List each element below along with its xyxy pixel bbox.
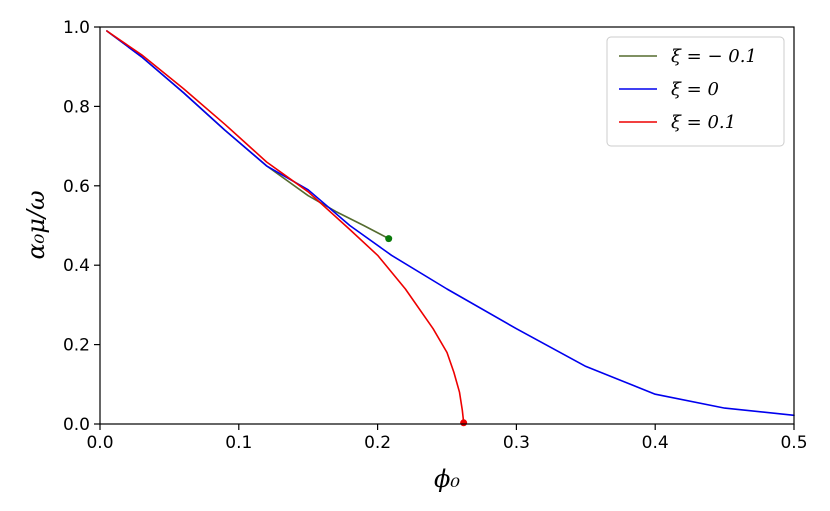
series-endpoint-marker-2 bbox=[460, 419, 468, 427]
x-axis-label: ϕ₀ bbox=[434, 465, 460, 493]
y-axis-label: α₀μ/ω bbox=[22, 190, 50, 259]
y-tick-label: 0.6 bbox=[63, 177, 90, 197]
legend-label-0: ξ = − 0.1 bbox=[671, 46, 757, 67]
y-tick-label: 0.8 bbox=[63, 97, 90, 117]
plot-area bbox=[106, 30, 795, 427]
series-endpoint-marker-0 bbox=[385, 235, 393, 243]
y-tick-label: 0.4 bbox=[63, 256, 90, 276]
legend-label-1: ξ = 0 bbox=[671, 79, 719, 100]
series-line-1 bbox=[106, 30, 795, 417]
series-line-2 bbox=[106, 30, 465, 424]
y-tick-label: 0.2 bbox=[63, 336, 90, 356]
x-tick-label: 0.3 bbox=[503, 433, 530, 453]
x-tick-label: 0.0 bbox=[86, 433, 113, 453]
x-tick-label: 0.4 bbox=[642, 433, 669, 453]
x-tick-label: 0.1 bbox=[225, 433, 252, 453]
legend-box bbox=[606, 36, 785, 147]
y-tick-label: 1.0 bbox=[63, 18, 90, 38]
y-axis-ticks: 0.0 0.2 0.4 0.6 0.8 1.0 bbox=[63, 18, 100, 435]
y-tick-label: 0.0 bbox=[63, 415, 90, 435]
x-tick-label: 0.2 bbox=[364, 433, 391, 453]
x-tick-label: 0.5 bbox=[780, 433, 807, 453]
x-axis-ticks: 0.0 0.1 0.2 0.3 0.4 0.5 bbox=[86, 424, 808, 453]
legend-label-2: ξ = 0.1 bbox=[671, 112, 736, 133]
series-line-0 bbox=[106, 30, 390, 240]
legend: ξ = − 0.1 ξ = 0 ξ = 0.1 bbox=[606, 36, 785, 147]
axes-frame bbox=[99, 26, 795, 425]
